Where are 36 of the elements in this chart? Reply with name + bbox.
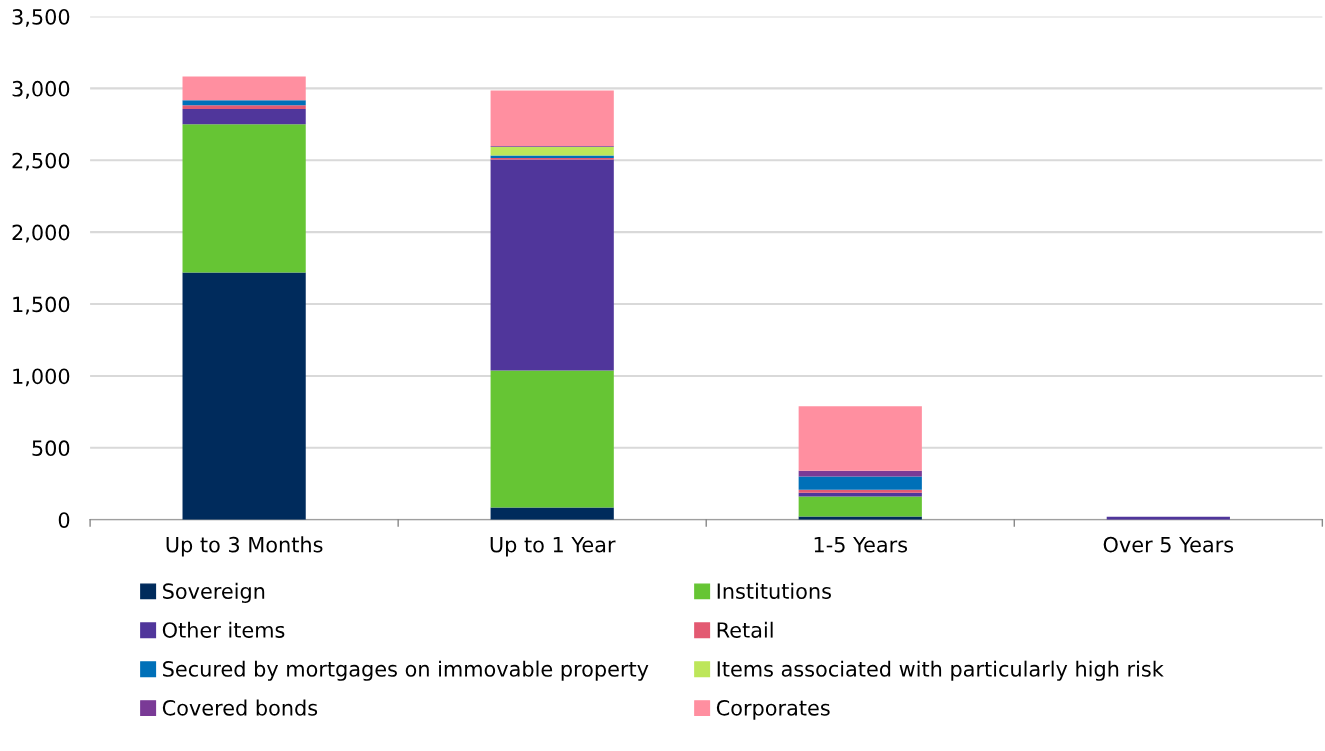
bar (798, 489, 922, 493)
bar (182, 124, 306, 273)
bar (798, 476, 922, 490)
x-tick-label: Up to 1 Year (490, 537, 616, 557)
bar (182, 108, 306, 125)
legend-label: Institutions (717, 582, 831, 599)
legend-label: Secured by mortgages on immovable property (163, 660, 649, 681)
bar (182, 105, 306, 109)
y-tick-label: 2,000 (12, 224, 70, 243)
x-tick-label: Up to 3 Months (166, 536, 323, 557)
bar (490, 90, 614, 146)
bar (798, 406, 922, 471)
x-tick-label: Over 5 Years (1103, 536, 1234, 553)
y-tick-label: 1,500 (13, 296, 70, 315)
y-tick-label: 2,500 (12, 152, 70, 171)
bar (798, 496, 922, 517)
legend-label: Covered bonds (162, 699, 318, 716)
x-tick-label: 1-5 Years (814, 537, 908, 553)
bar (490, 507, 614, 520)
y-tick-label: 1,000 (13, 368, 70, 387)
bar (490, 370, 614, 508)
legend-label: Corporates (716, 699, 830, 720)
legend-label: Sovereign (163, 582, 265, 604)
bar (490, 159, 614, 371)
y-tick-label: 3,500 (12, 8, 70, 27)
bar (490, 146, 614, 156)
bar (182, 100, 306, 106)
bar (798, 516, 922, 520)
bar (182, 272, 306, 520)
y-tick-label: 3,000 (12, 80, 70, 99)
y-tick-label: 500 (32, 440, 70, 457)
legend-label: Items associated with particularly high risk (717, 660, 1164, 681)
bar (182, 76, 306, 101)
legend-label: Retail (717, 621, 773, 638)
legend-label: Other items (162, 621, 285, 638)
y-tick-label: 0 (58, 512, 70, 528)
